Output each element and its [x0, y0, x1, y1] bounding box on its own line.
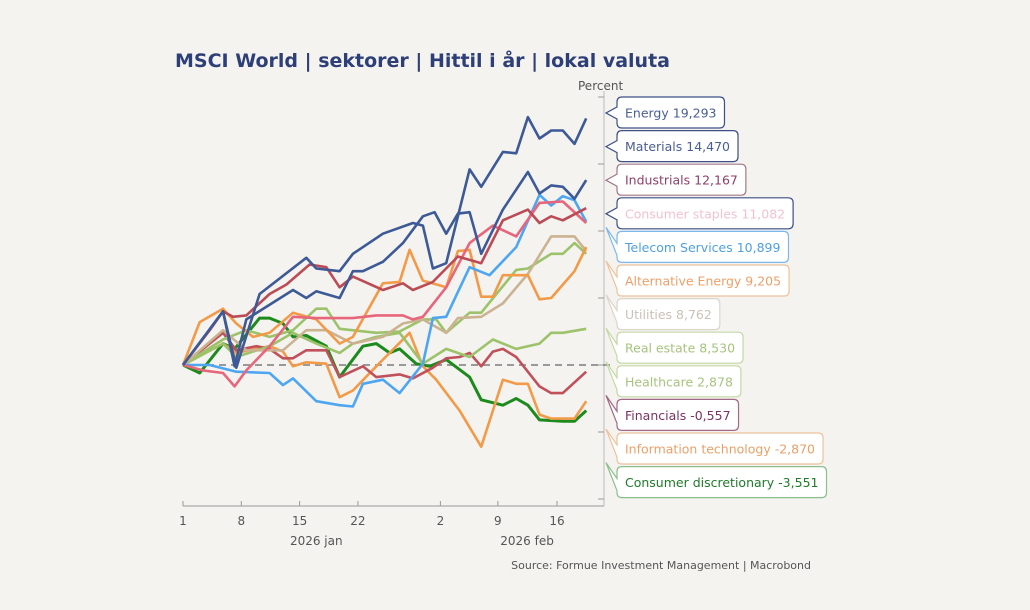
series-label-text: Real estate 8,530: [625, 341, 735, 356]
label-box: [604, 163, 747, 196]
x-tick-label: 1: [179, 514, 187, 528]
series-line-alternative-energy: [181, 246, 588, 366]
chart-title: MSCI World | sektorer | Hittil i år | lo…: [175, 48, 670, 72]
x-tick-label: 16: [549, 514, 564, 528]
source-note: Source: Formue Investment Management | M…: [511, 559, 811, 572]
label-alternative-energy: Alternative Energy 9,205: [605, 260, 790, 297]
series-label-text: Financials -0,557: [625, 408, 731, 423]
series-label-text: Healthcare 2,878: [625, 374, 733, 389]
x-tick-label: 22: [350, 514, 365, 528]
series-label-text: Materials 14,470: [625, 139, 730, 154]
label-box: [605, 395, 740, 431]
series-label-text: Information technology -2,870: [625, 442, 815, 457]
series-label-text: Telecom Services 10,899: [624, 240, 781, 255]
x-tick-label: 9: [494, 514, 502, 528]
series-label-text: Consumer staples 11,082: [625, 206, 785, 221]
month-label: 2026 jan: [290, 534, 343, 548]
label-healthcare: Healthcare 2,878: [605, 361, 742, 398]
series-labels: Energy 19,293 Materials 14,470 Industrials…: [604, 96, 828, 499]
label-box: [604, 96, 726, 129]
label-box: [605, 294, 721, 331]
series-line-telecom-services: [183, 193, 588, 408]
label-financials: Financials -0,557: [605, 395, 740, 431]
label-box: [604, 130, 739, 163]
label-consumer-discretionary: Consumer discretionary -3,551: [605, 462, 828, 499]
label-box: [605, 428, 824, 465]
month-label: 2026 feb: [500, 534, 554, 548]
series-line-materials: [181, 170, 588, 368]
x-tick-label: 15: [292, 514, 307, 528]
label-box: [605, 227, 790, 263]
label-energy: Energy 19,293: [604, 96, 726, 129]
x-tick-label: 2: [437, 514, 445, 528]
series-label-text: Consumer discretionary -3,551: [625, 475, 818, 490]
series-line-utilities: [182, 235, 588, 366]
series-label-text: Industrials 12,167: [625, 173, 738, 188]
x-tick-label: 8: [237, 514, 245, 528]
series-line-industrials: [181, 207, 587, 366]
label-box: [605, 361, 742, 398]
label-box: [605, 462, 828, 499]
label-box: [605, 327, 744, 364]
label-information-technology: Information technology -2,870: [605, 428, 824, 465]
label-real-estate: Real estate 8,530: [605, 327, 744, 364]
series-line-consumer-staples: [182, 200, 588, 388]
series-label-text: Alternative Energy 9,205: [625, 274, 781, 289]
series-lines: [181, 115, 588, 449]
label-industrials: Industrials 12,167: [604, 163, 747, 196]
series-line-energy: [181, 115, 588, 370]
y-axis-label: Percent: [578, 79, 623, 93]
label-telecom-services: Telecom Services 10,899: [605, 227, 790, 263]
label-consumer-staples: Consumer staples 11,082: [604, 197, 794, 230]
label-box: [604, 197, 794, 230]
label-box: [605, 260, 790, 297]
series-label-text: Utilities 8,762: [625, 307, 712, 322]
label-utilities: Utilities 8,762: [605, 294, 721, 331]
label-materials: Materials 14,470: [604, 130, 739, 163]
series-label-text: Energy 19,293: [625, 106, 716, 121]
